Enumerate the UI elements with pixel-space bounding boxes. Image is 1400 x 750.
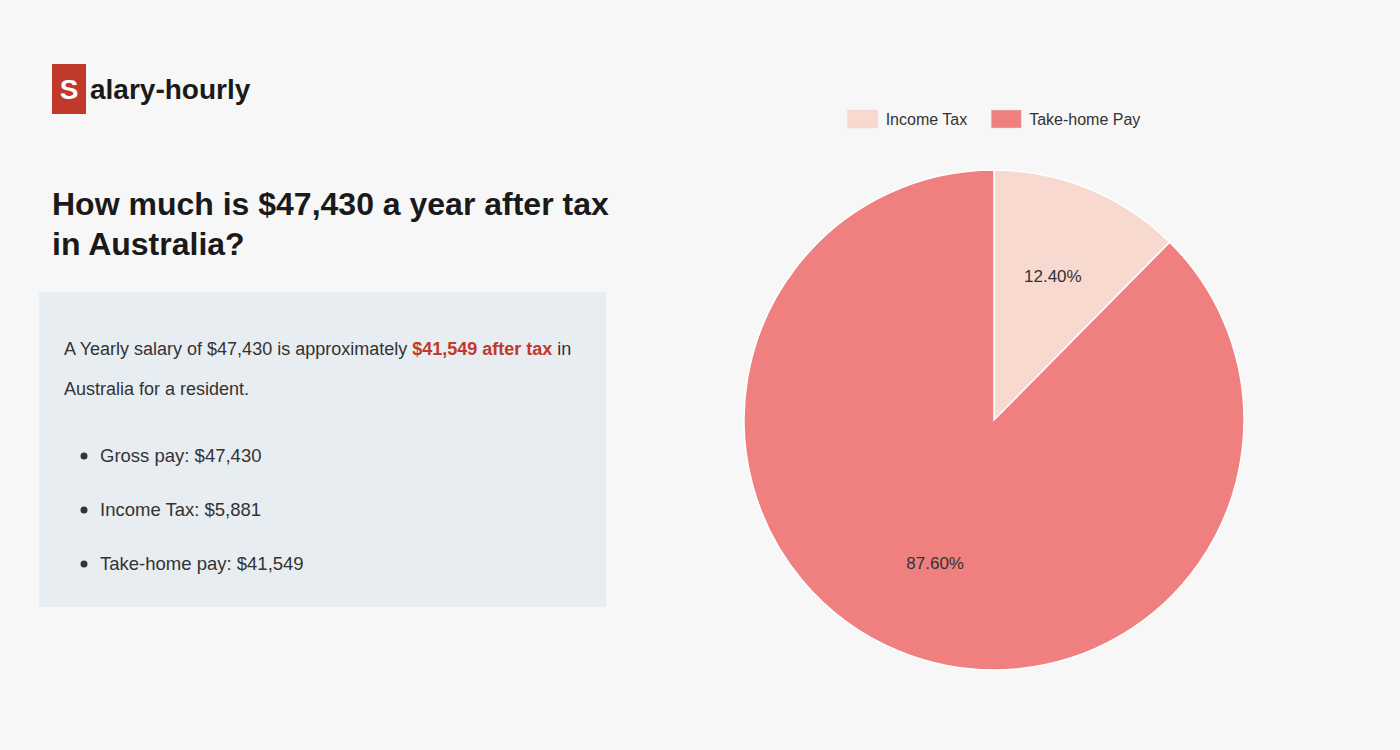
title-line: in Australia? — [52, 226, 245, 262]
info-text: $41,549 after tax — [412, 339, 552, 359]
chart: Salary-hourly How much is $47,430 a year … — [0, 0, 1400, 750]
legend-item: Income Tax — [848, 110, 968, 128]
logo-box — [52, 64, 86, 114]
legend-label: Income Tax — [886, 111, 968, 128]
bullet-text: Income Tax: $5,881 — [100, 499, 261, 520]
title: How much is $47,430 a year after tax in … — [52, 186, 618, 262]
bullet — [81, 453, 88, 460]
data-label: 12.40% — [1024, 267, 1082, 286]
logo-text: alary-hourly — [90, 74, 251, 105]
info-text: Australia for a resident. — [64, 379, 249, 399]
legend-swatch — [991, 110, 1021, 128]
bullet — [81, 507, 88, 514]
legend: Income Tax Take-home Pay — [848, 110, 1141, 128]
data-label: 87.60% — [906, 554, 964, 573]
info-text: in — [552, 339, 571, 359]
background — [0, 0, 1400, 750]
bullet-text: Gross pay: $47,430 — [100, 445, 261, 466]
legend-swatch — [848, 110, 878, 128]
legend-label: Take-home Pay — [1029, 111, 1140, 128]
pie-slice — [744, 170, 1244, 670]
bullet-text: Take-home pay: $41,549 — [100, 553, 304, 574]
bullet — [81, 561, 88, 568]
legend-item: Take-home Pay — [991, 110, 1140, 128]
text-panel: Salary-hourly How much is $47,430 a year … — [39, 64, 618, 607]
info-line: A Yearly salary of $47,430 is approximat… — [64, 339, 571, 359]
title-line: How much is $47,430 a year after tax — [52, 186, 618, 222]
logo-letter: S — [60, 74, 79, 105]
pie: 12.40% 87.60% — [744, 170, 1244, 670]
info-box — [39, 292, 606, 607]
info-text: A Yearly salary of $47,430 is approximat… — [64, 339, 412, 359]
